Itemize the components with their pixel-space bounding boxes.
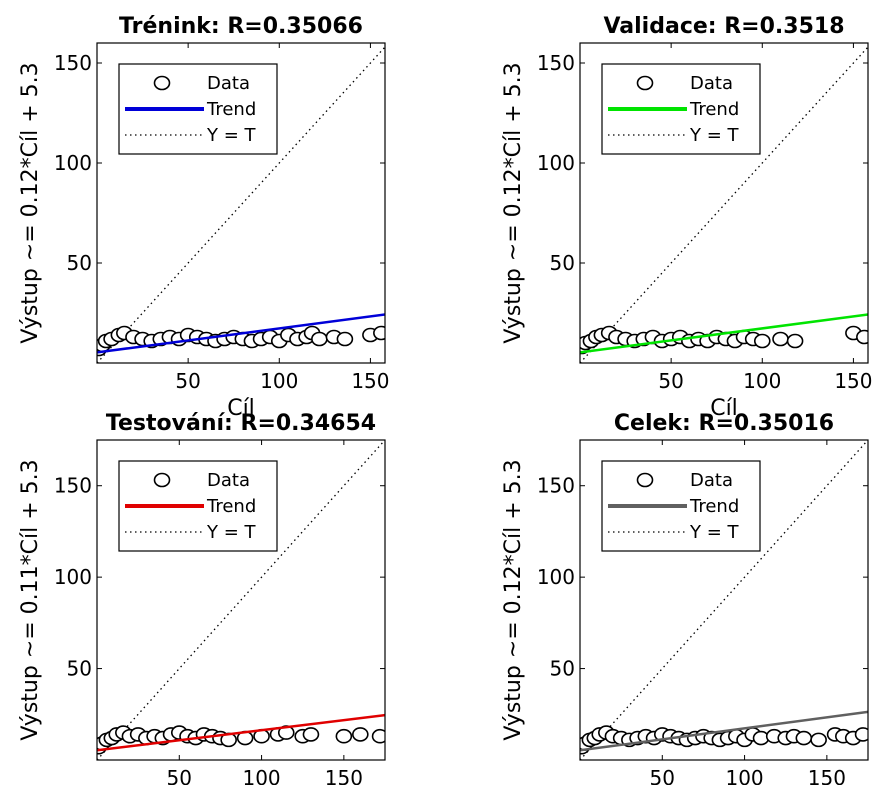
- legend-label: Trend: [689, 99, 739, 120]
- legend-label: Data: [690, 73, 733, 94]
- identity-line: [580, 46, 868, 363]
- axes-box: [579, 42, 869, 364]
- identity-line: [580, 440, 868, 760]
- x-tick-label: 100: [260, 369, 298, 393]
- axes-box: [579, 439, 869, 761]
- trend-line: [97, 713, 385, 752]
- x-tick-label: 150: [325, 766, 363, 785]
- y-tick-label: 50: [67, 657, 92, 681]
- y-tick-label: 150: [537, 51, 575, 75]
- legend-marker: [153, 75, 171, 91]
- legend-marker: [153, 472, 171, 488]
- legend-label: Trend: [206, 496, 256, 517]
- data-point: [795, 730, 813, 746]
- data-point: [854, 727, 868, 742]
- identity-line: [97, 46, 385, 363]
- legend-label: Data: [207, 470, 250, 491]
- y-axis-label: Výstup ~= 0.11*Cíl + 5.3: [18, 459, 43, 740]
- y-tick-label: 150: [54, 474, 92, 498]
- x-axis-label: Cíl: [710, 396, 738, 421]
- identity-line: [97, 440, 385, 760]
- y-tick-label: 150: [54, 51, 92, 75]
- data-point: [302, 727, 320, 742]
- trend-line: [580, 313, 868, 354]
- legend-marker: [636, 472, 654, 488]
- axes-box: [96, 439, 386, 761]
- panel-2: 50 100 150 50 100 150 Validace: R=0.3518 Cíl Výs…: [501, 14, 873, 421]
- legend-label: Y = T: [206, 522, 257, 543]
- y-tick-label: 50: [550, 251, 575, 275]
- legend-label: Trend: [689, 496, 739, 517]
- x-tick-label: 100: [743, 369, 781, 393]
- y-tick-label: 100: [54, 151, 92, 175]
- legend-label: Y = T: [689, 522, 740, 543]
- x-tick-label: 150: [808, 766, 846, 785]
- data-point: [371, 728, 385, 744]
- data-point: [753, 333, 771, 349]
- axes-box: [96, 42, 386, 364]
- data-point: [810, 732, 827, 748]
- data-point: [856, 329, 868, 345]
- trend-line: [580, 710, 868, 752]
- y-tick-label: 100: [537, 151, 575, 175]
- legend: Data Trend Y = T: [601, 63, 761, 155]
- chart-title: Trénink: R=0.35066: [119, 14, 363, 39]
- data-point: [373, 325, 385, 341]
- data-point: [335, 728, 353, 744]
- y-tick-label: 150: [537, 474, 575, 498]
- y-tick-label: 50: [550, 657, 575, 681]
- panel-1: 50 100 150 50 100 150 Trénink: R=0.35066 Cíl Výs…: [18, 14, 390, 421]
- legend: Data Trend Y = T: [601, 460, 761, 552]
- x-tick-label: 150: [834, 369, 872, 393]
- y-axis-label: Výstup ~= 0.12*Cíl + 5.3: [501, 62, 526, 343]
- x-tick-label: 50: [650, 766, 675, 785]
- legend-label: Trend: [206, 99, 256, 120]
- legend: Data Trend Y = T: [118, 460, 278, 552]
- y-tick-label: 100: [537, 565, 575, 589]
- legend-label: Data: [207, 73, 250, 94]
- chart-title: Testování: R=0.34654: [106, 411, 376, 436]
- legend-label: Y = T: [689, 125, 740, 146]
- legend: Data Trend Y = T: [118, 63, 278, 155]
- x-tick-label: 100: [725, 766, 763, 785]
- x-axis-label: Cíl: [227, 396, 255, 421]
- data-point: [311, 331, 328, 347]
- data-point: [772, 331, 789, 347]
- x-tick-label: 150: [351, 369, 389, 393]
- data-point: [786, 333, 804, 349]
- x-tick-label: 50: [175, 369, 200, 393]
- chart-title: Celek: R=0.35016: [614, 411, 834, 436]
- y-axis-label: Výstup ~= 0.12*Cíl + 5.3: [18, 62, 43, 343]
- y-axis-label: Výstup ~= 0.12*Cíl + 5.3: [501, 459, 526, 740]
- legend-label: Data: [690, 470, 733, 491]
- legend-marker: [636, 75, 654, 91]
- x-tick-label: 50: [658, 369, 683, 393]
- chart-title: Validace: R=0.3518: [603, 14, 844, 39]
- x-tick-label: 100: [242, 766, 280, 785]
- x-tick-label: 50: [167, 766, 192, 785]
- legend-label: Y = T: [206, 125, 257, 146]
- data-point: [352, 727, 369, 742]
- y-tick-label: 100: [54, 565, 92, 589]
- y-tick-label: 50: [67, 251, 92, 275]
- trend-line: [97, 313, 385, 354]
- data-point: [336, 331, 354, 347]
